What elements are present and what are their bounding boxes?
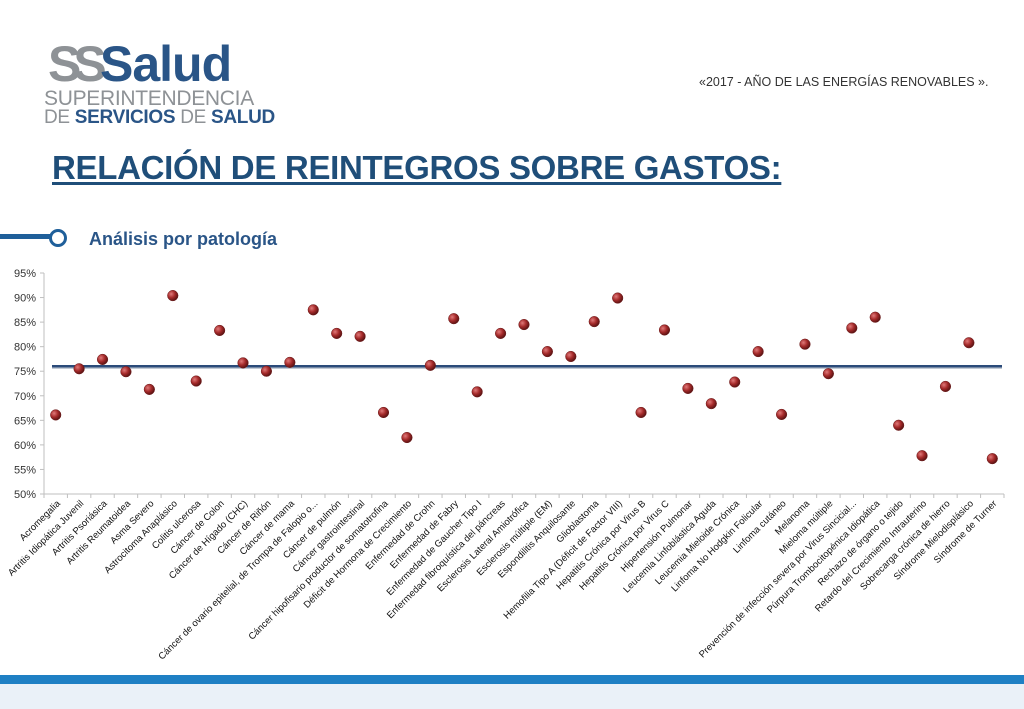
data-point [143, 383, 155, 395]
y-tick-label: 55% [14, 464, 36, 476]
data-point [658, 324, 671, 336]
data-point [776, 408, 788, 420]
data-point [729, 376, 741, 388]
data-point [986, 453, 998, 465]
page-title: RELACIÓN DE REINTEGROS SOBRE GASTOS: [52, 149, 782, 186]
section-subtitle: Análisis por patología [89, 229, 278, 249]
y-tick-label: 80% [14, 342, 36, 354]
data-point [612, 292, 624, 304]
logo-line1: SUPERINTENDENCIA [44, 87, 254, 110]
data-point [705, 398, 717, 410]
data-point [939, 380, 952, 392]
data-point [518, 319, 530, 331]
footer-bar [0, 675, 1024, 684]
y-tick-label: 65% [14, 415, 36, 427]
section-bullet-circle-icon [49, 229, 67, 247]
data-point [424, 359, 436, 371]
data-point [307, 304, 319, 316]
data-point [799, 338, 811, 350]
logo-brand: Salud [100, 36, 232, 92]
data-point [354, 330, 366, 342]
ssalud-logo: SS Salud SUPERINTENDENCIA DE SERVICIOS D… [44, 36, 275, 130]
year-motto: «2017 - AÑO DE LAS ENERGÍAS RENOVABLES »… [699, 75, 989, 89]
data-point [190, 375, 202, 387]
data-point [682, 382, 694, 394]
data-point [96, 353, 109, 365]
data-point [401, 431, 413, 444]
data-point [846, 322, 858, 334]
data-point [50, 409, 62, 421]
data-point [331, 327, 343, 339]
footer-background [0, 684, 1024, 709]
data-point [916, 450, 928, 462]
data-point [635, 406, 647, 419]
y-tick-label: 60% [14, 440, 36, 452]
y-tick-label: 75% [14, 366, 36, 378]
reintegros-scatter-chart: 95%90%85%80%75%70%65%60%55%50% Acromegal… [6, 268, 1005, 662]
data-point [565, 350, 577, 363]
data-point [377, 406, 390, 419]
section-bullet-line [0, 234, 52, 239]
logo-mark: SS [48, 36, 107, 92]
data-point [284, 356, 296, 368]
data-point [893, 419, 905, 431]
data-point [869, 311, 881, 323]
data-point [448, 313, 460, 325]
y-tick-label: 50% [14, 489, 36, 501]
y-tick-label: 85% [14, 317, 36, 329]
data-point [495, 327, 507, 339]
data-point [588, 316, 600, 328]
y-tick-label: 95% [14, 268, 36, 280]
data-point [471, 386, 483, 398]
data-point [73, 363, 85, 375]
data-point [214, 324, 226, 337]
data-point [541, 346, 553, 358]
data-point [167, 290, 179, 302]
logo-line2: DE SERVICIOS DE SALUD [44, 107, 275, 128]
data-point [822, 368, 834, 380]
data-point [752, 346, 764, 358]
data-point [260, 365, 272, 377]
y-tick-label: 90% [14, 293, 36, 305]
data-point [120, 366, 132, 378]
data-point [963, 337, 975, 349]
y-tick-label: 70% [14, 391, 36, 403]
data-point [237, 357, 249, 369]
